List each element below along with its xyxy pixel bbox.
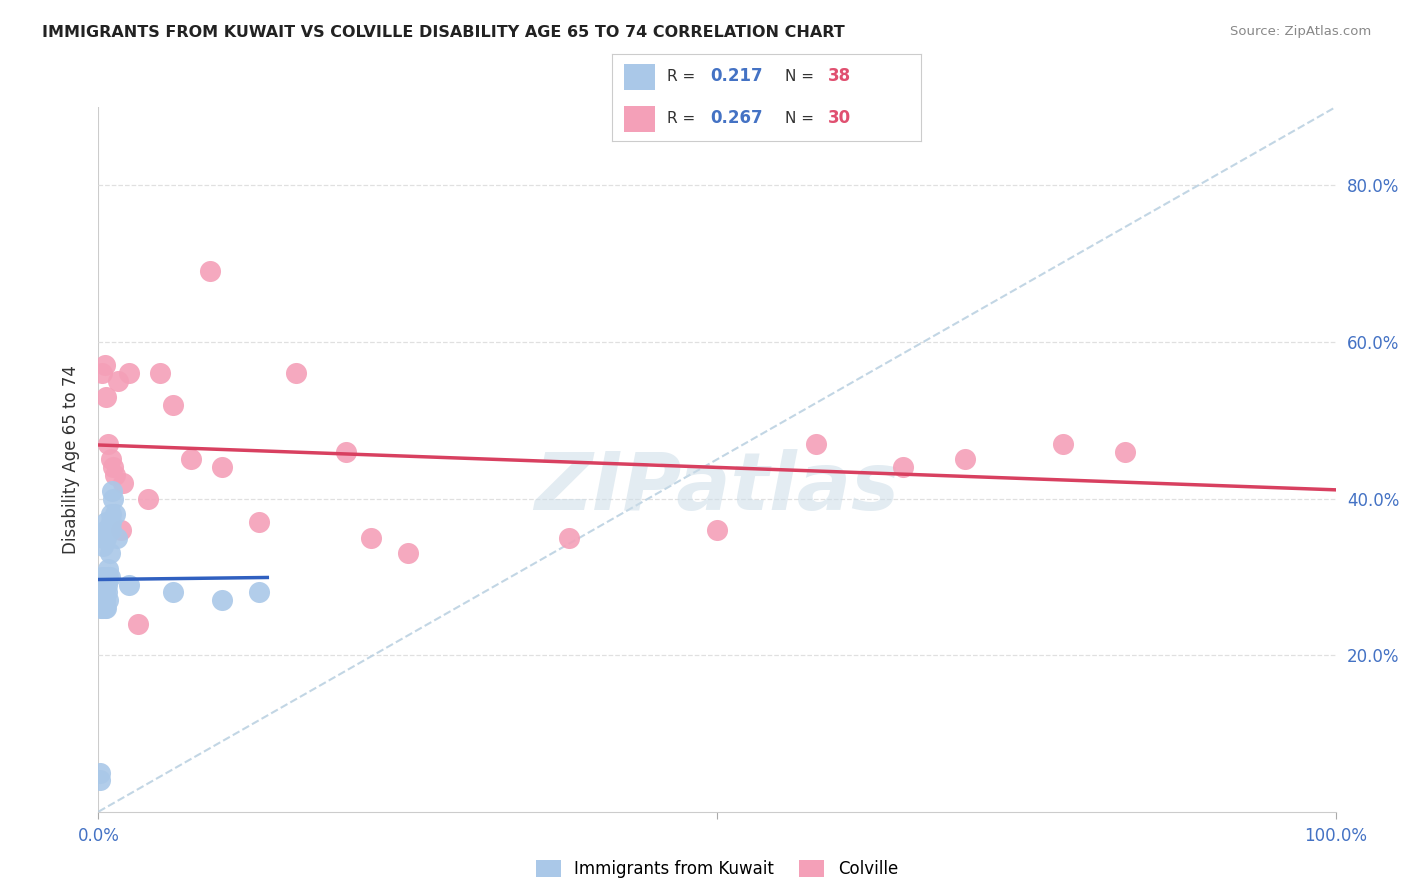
Point <box>100 515 122 529</box>
Point <box>101 483 124 498</box>
Text: IMMIGRANTS FROM KUWAIT VS COLVILLE DISABILITY AGE 65 TO 74 CORRELATION CHART: IMMIGRANTS FROM KUWAIT VS COLVILLE DISAB… <box>42 25 845 40</box>
Point <box>110 523 132 537</box>
Text: 0.267: 0.267 <box>710 109 763 128</box>
Point <box>94 515 117 529</box>
Point <box>118 366 141 380</box>
Point <box>91 570 114 584</box>
Point <box>103 468 125 483</box>
Point <box>97 562 120 576</box>
Point <box>89 773 111 788</box>
Text: 38: 38 <box>828 67 851 86</box>
Point <box>211 593 233 607</box>
Text: N =: N = <box>785 69 818 84</box>
Point <box>360 531 382 545</box>
Point <box>105 531 128 545</box>
Text: Source: ZipAtlas.com: Source: ZipAtlas.com <box>1230 25 1371 38</box>
Point <box>557 531 579 545</box>
Point <box>112 475 135 490</box>
Point <box>103 507 125 521</box>
Point <box>93 585 115 599</box>
Point <box>1052 436 1074 450</box>
Y-axis label: Disability Age 65 to 74: Disability Age 65 to 74 <box>62 365 80 554</box>
Point <box>162 398 184 412</box>
Point <box>891 460 914 475</box>
Point <box>93 359 115 373</box>
Point <box>93 601 115 615</box>
Point <box>96 577 118 591</box>
Point <box>953 452 976 467</box>
Point <box>162 585 184 599</box>
Point <box>91 593 114 607</box>
Point <box>149 366 172 380</box>
FancyBboxPatch shape <box>624 106 655 132</box>
Text: R =: R = <box>668 111 700 126</box>
Point <box>107 374 129 388</box>
Point <box>198 264 221 278</box>
Point <box>100 452 122 467</box>
Point <box>100 523 122 537</box>
Point <box>247 515 270 529</box>
Text: 30: 30 <box>828 109 851 128</box>
Point <box>100 507 122 521</box>
Point <box>127 616 149 631</box>
Text: R =: R = <box>668 69 700 84</box>
Point <box>98 570 121 584</box>
Point <box>180 452 202 467</box>
Point <box>89 765 111 780</box>
Point <box>103 460 125 475</box>
Point <box>103 491 125 506</box>
Text: N =: N = <box>785 111 818 126</box>
Point <box>97 436 120 450</box>
Point <box>93 531 115 545</box>
Point <box>247 585 270 599</box>
Point <box>93 601 115 615</box>
FancyBboxPatch shape <box>624 64 655 90</box>
Point <box>93 539 115 553</box>
Point <box>335 444 357 458</box>
Point <box>93 577 115 591</box>
Point <box>136 491 159 506</box>
Point <box>98 546 121 560</box>
Point <box>118 577 141 591</box>
Point <box>804 436 827 450</box>
Legend: Immigrants from Kuwait, Colville: Immigrants from Kuwait, Colville <box>530 853 904 885</box>
Point <box>97 570 120 584</box>
Text: ZIPatlas: ZIPatlas <box>534 449 900 526</box>
Point <box>96 570 118 584</box>
Point <box>91 366 114 380</box>
Point <box>94 523 117 537</box>
Point <box>285 366 308 380</box>
Point <box>396 546 419 560</box>
Point <box>94 531 117 545</box>
Point <box>94 601 117 615</box>
Point <box>90 601 112 615</box>
Text: 0.217: 0.217 <box>710 67 763 86</box>
Point <box>91 577 114 591</box>
Point <box>211 460 233 475</box>
Point <box>1114 444 1136 458</box>
Point <box>93 593 115 607</box>
Point <box>91 601 114 615</box>
Point <box>96 585 118 599</box>
Point <box>706 523 728 537</box>
Point <box>90 593 112 607</box>
Point <box>97 593 120 607</box>
Point <box>94 390 117 404</box>
